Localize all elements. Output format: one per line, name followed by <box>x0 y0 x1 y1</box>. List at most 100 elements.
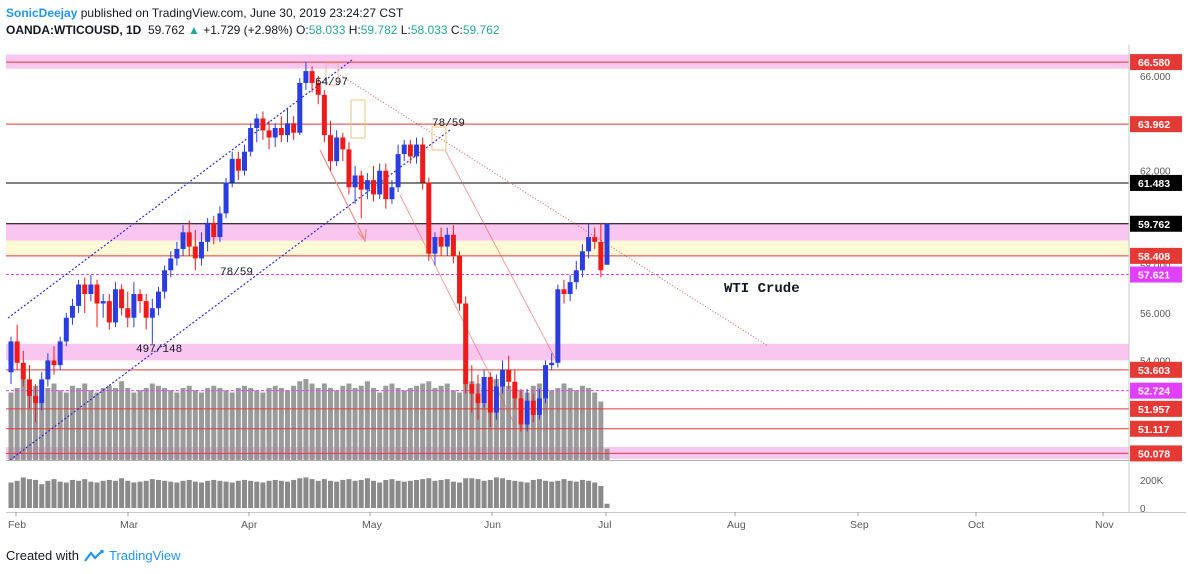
candle-body <box>321 94 327 136</box>
candle-body <box>88 284 94 294</box>
candle-body <box>205 222 211 242</box>
volume-pane-bar <box>371 480 377 508</box>
candle-body <box>14 341 20 363</box>
volume-pane-bar <box>579 479 585 508</box>
candle-body <box>555 289 561 363</box>
volume-pane-bar <box>450 481 456 508</box>
open-label: O: <box>296 23 309 37</box>
candle-body <box>487 377 493 413</box>
candle-body <box>463 303 469 385</box>
annotation-layer: 64/97 78/59 78/59 497/148 WTI Crude <box>136 77 800 356</box>
candle-body <box>223 182 229 214</box>
volume-bar <box>604 448 610 460</box>
candle-body <box>328 135 334 162</box>
zone-1 <box>6 222 1129 241</box>
price-tag-bg <box>1130 400 1182 417</box>
candle-body <box>352 175 358 188</box>
volume-pane-bar <box>567 480 573 508</box>
volume-pane-bar <box>51 479 57 508</box>
volume-pane-bar <box>125 480 131 508</box>
author-name[interactable]: SonicDeejay <box>6 6 78 20</box>
candle-body <box>51 360 57 366</box>
volume-bar <box>229 392 235 460</box>
volume-pane-bar <box>284 481 290 508</box>
volume-pane-bar <box>33 479 39 508</box>
volume-bar <box>106 385 112 460</box>
change-arrow-icon: ▲ <box>188 23 200 37</box>
price-tag-label: 58.408 <box>1138 251 1170 263</box>
volume-bar <box>303 379 309 460</box>
volume-bar <box>26 383 32 460</box>
candle-body <box>57 341 63 366</box>
volume-pane-bar <box>328 480 334 508</box>
candle-body <box>266 130 272 138</box>
candle-body <box>260 118 266 131</box>
candle-body <box>340 137 346 150</box>
volume-bar <box>155 385 161 460</box>
trend-line-down <box>444 149 556 359</box>
volume-bar <box>426 381 432 460</box>
volume-bar <box>383 385 389 460</box>
volume-bar <box>8 392 14 460</box>
candle-body <box>432 237 438 254</box>
volume-pane-bar <box>420 479 426 508</box>
volume-layer <box>8 379 610 460</box>
volume-bar <box>143 388 149 460</box>
trend-line-main <box>339 74 769 347</box>
volume-bar <box>205 388 211 460</box>
volume-bar <box>506 385 512 460</box>
candle-body <box>39 379 45 404</box>
y-tick-label: 66.000 <box>1140 72 1171 83</box>
price-tag-bg <box>1130 445 1182 462</box>
volume-pane-bar <box>94 482 100 508</box>
volume-pane-bar <box>457 482 463 508</box>
candle-body <box>125 308 131 318</box>
candle-body <box>543 365 549 399</box>
candle-body <box>229 158 235 183</box>
volume-bar <box>573 390 579 460</box>
volume-pane-bar <box>395 480 401 508</box>
candle-body <box>69 305 75 318</box>
volume-bar <box>297 381 303 460</box>
volume-bar <box>328 388 334 460</box>
candle-body <box>192 246 198 259</box>
volume-pane-bar <box>241 479 247 508</box>
volume-bar <box>481 388 487 460</box>
volume-pane-bar <box>162 480 168 508</box>
candle-body <box>155 291 161 309</box>
candle-body <box>358 175 364 190</box>
y-tick-label: 62.000 <box>1140 167 1171 178</box>
x-tick-label: Aug <box>727 519 746 531</box>
candle-body <box>364 180 370 190</box>
volume-pane-bar <box>192 481 198 508</box>
zone-2 <box>6 240 1129 257</box>
candle-body <box>457 256 463 304</box>
candle-body <box>500 369 506 387</box>
volume-pane-bar <box>377 482 383 508</box>
volume-bar <box>100 388 106 460</box>
candle-body <box>149 308 155 318</box>
volume-bar <box>180 388 186 460</box>
volume-bar <box>82 383 88 460</box>
price-tag-bg <box>1130 382 1182 399</box>
candle-body <box>493 386 499 413</box>
volume-pane-bar <box>444 479 450 508</box>
zones-layer <box>6 54 1129 459</box>
volume-pane-bar <box>524 482 530 508</box>
volume-pane-bar <box>463 478 469 508</box>
volume-pane-bar <box>407 480 413 508</box>
volume-pane-bar <box>340 479 346 508</box>
volume-bar <box>457 392 463 460</box>
candle-body <box>389 187 395 200</box>
volume-pane-bar <box>14 480 20 508</box>
volume-pane-bar <box>291 479 297 508</box>
volume-pane-bar <box>278 480 284 508</box>
volume-bar <box>254 390 260 460</box>
x-tick-label: Apr <box>241 519 258 531</box>
volume-pane-bar <box>383 479 389 508</box>
volume-pane-bar <box>186 479 192 508</box>
volume-pane-bar <box>143 480 149 508</box>
tradingview-brand[interactable]: TradingView <box>108 548 181 563</box>
candle-body <box>272 128 278 138</box>
